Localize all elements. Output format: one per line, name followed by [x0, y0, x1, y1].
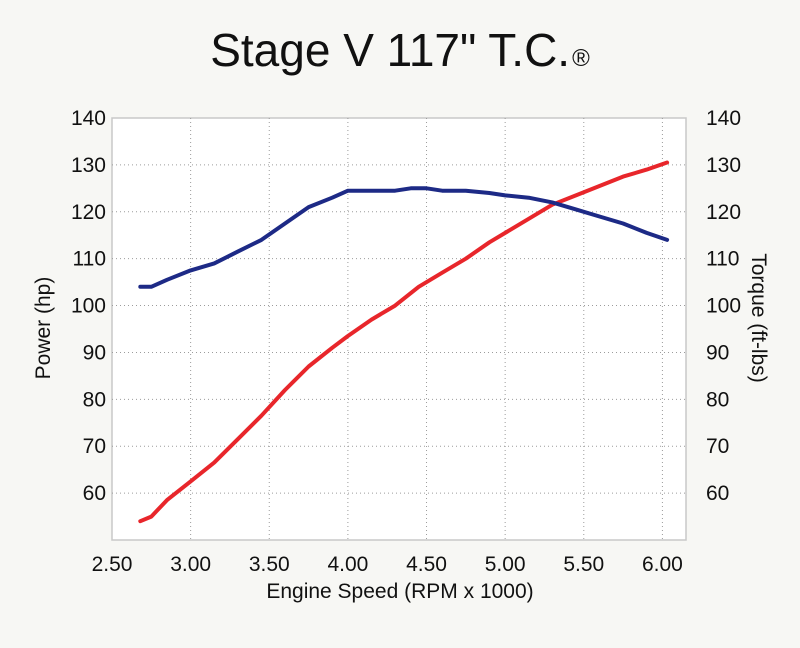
chart-title: Stage V 117" T.C.®: [210, 24, 590, 76]
left-axis-ticks: 60 70 80 90 100 110 120 130 140: [71, 107, 106, 505]
right-axis-label: Torque (ft-lbs): [747, 253, 770, 383]
right-tick-label: 90: [706, 341, 729, 364]
x-axis-label: Engine Speed (RPM x 1000): [266, 580, 533, 603]
x-axis-ticks: 2.50 3.00 3.50 4.00 4.50 5.00 5.50 6.00: [92, 553, 683, 576]
left-tick-label: 110: [73, 248, 106, 271]
chart-title-text: Stage V 117" T.C.: [210, 24, 570, 76]
left-tick-label: 60: [83, 482, 106, 505]
registered-mark: ®: [572, 45, 590, 72]
right-tick-label: 140: [706, 107, 741, 130]
x-tick-label: 5.00: [485, 553, 526, 576]
right-tick-label: 120: [706, 201, 741, 224]
x-tick-label: 3.00: [170, 553, 211, 576]
left-axis-label: Power (hp): [32, 277, 55, 380]
right-tick-label: 70: [706, 435, 729, 458]
right-tick-label: 100: [706, 295, 741, 318]
x-tick-label: 2.50: [92, 553, 133, 576]
right-tick-label: 110: [706, 248, 739, 271]
x-tick-label: 4.00: [327, 553, 368, 576]
right-tick-label: 80: [706, 388, 729, 411]
left-tick-label: 100: [71, 295, 106, 318]
x-tick-label: 4.50: [406, 553, 447, 576]
left-tick-label: 70: [83, 435, 106, 458]
x-tick-label: 6.00: [642, 553, 683, 576]
left-tick-label: 90: [83, 341, 106, 364]
right-tick-label: 130: [706, 154, 741, 177]
right-tick-label: 60: [706, 482, 729, 505]
series: [138, 160, 670, 524]
right-axis-ticks: 60 70 80 90 100 110 120 130 140: [706, 107, 741, 505]
power-curve: [138, 160, 670, 524]
left-tick-label: 140: [71, 107, 106, 130]
x-tick-label: 3.50: [249, 553, 290, 576]
left-tick-label: 80: [83, 388, 106, 411]
x-tick-label: 5.50: [563, 553, 604, 576]
torque-curve: [138, 186, 670, 289]
left-tick-label: 130: [71, 154, 106, 177]
left-tick-label: 120: [71, 201, 106, 224]
